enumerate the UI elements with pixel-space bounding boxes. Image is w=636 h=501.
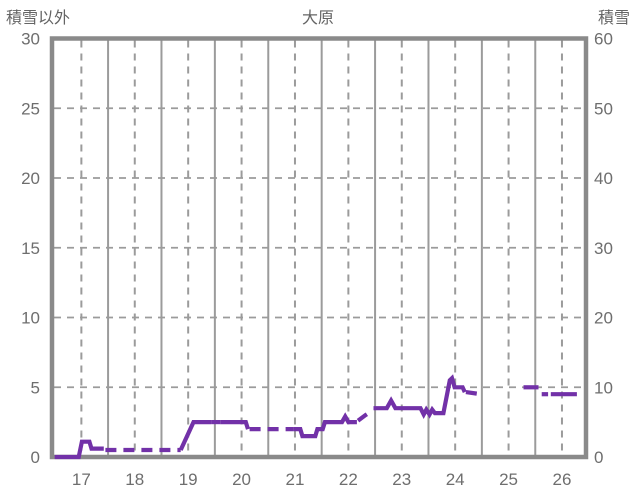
x-axis-labels: 17 18 19 20 21 22 23 24 25 26 [72,470,572,489]
x-axis-tick-label: 23 [392,470,411,489]
snow-depth-segment-dashed [356,409,374,423]
y-axis-left-labels: 0 5 10 15 20 25 30 [21,30,40,468]
snow-depth-line [54,374,577,460]
snow-depth-segment-solid [178,420,212,451]
snow-depth-segment-dashed [465,390,482,397]
y-axis-right-labels: 0 10 20 30 40 50 60 [594,30,613,468]
y-axis-left-tick-label: 5 [31,378,40,397]
y-axis-left-tick-label: 25 [21,99,40,118]
x-axis-tick-label: 25 [499,470,518,489]
y-axis-right-tick-label: 40 [594,169,613,188]
right-axis-title: 積雪 [598,9,630,27]
gridlines [54,40,584,456]
y-axis-left-tick-label: 20 [21,169,40,188]
snow-depth-segment-solid [220,420,251,430]
y-axis-right-tick-label: 10 [594,378,613,397]
chart-title: 大原 [302,9,334,27]
y-axis-right-tick-label: 0 [594,448,603,467]
y-axis-right-tick-label: 60 [594,30,613,49]
snow-depth-segment-solid [54,439,104,460]
snow-depth-segment-solid [293,412,357,439]
snow-depth-segment-solid [373,374,467,420]
left-axis-title: 積雪以外 [6,9,70,27]
y-axis-right-tick-label: 30 [594,239,613,258]
plot-border [49,36,589,460]
y-axis-left-tick-label: 15 [21,239,40,258]
x-axis-tick-label: 22 [339,470,358,489]
x-axis-tick-label: 21 [286,470,305,489]
x-axis-tick-label: 20 [232,470,251,489]
y-axis-left-tick-label: 30 [21,30,40,49]
y-axis-left-tick-label: 0 [31,448,40,467]
x-axis-tick-label: 26 [553,470,572,489]
x-axis-tick-label: 24 [446,470,465,489]
y-axis-right-tick-label: 50 [594,99,613,118]
x-axis-tick-label: 19 [179,470,198,489]
y-axis-left-tick-label: 10 [21,309,40,328]
x-axis-tick-label: 18 [125,470,144,489]
y-axis-right-tick-label: 20 [594,309,613,328]
x-axis-tick-label: 17 [72,470,91,489]
